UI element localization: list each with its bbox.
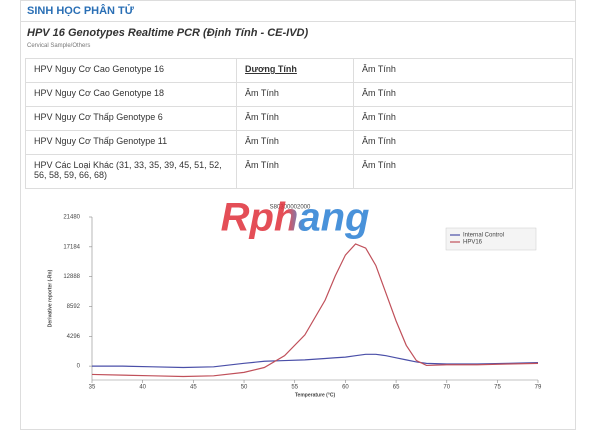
- series-line: [91, 243, 539, 378]
- table-cell: Âm Tính: [236, 106, 354, 131]
- x-tick-label: 79: [535, 385, 542, 391]
- table-cell: Dương Tính: [236, 58, 354, 83]
- table-row: HPV Nguy Cơ Cao Genotype 16 Dương Tính Âm …: [25, 58, 573, 83]
- table-cell: Âm Tính: [353, 58, 573, 83]
- x-tick-label: 75: [494, 385, 501, 391]
- x-tick-label: 35: [89, 385, 96, 391]
- table-cell: HPV Các Loại Khác (31, 33, 35, 39, 45, 5…: [25, 154, 237, 189]
- legend-box: [445, 227, 537, 251]
- chart-title: S80300002000: [270, 205, 311, 211]
- x-axis-label: Temperature (°C): [295, 392, 336, 398]
- report: SINH HỌC PHÂN TỬ HPV 16 Genotypes Realti…: [20, 0, 576, 430]
- table-cell: Âm Tính: [236, 154, 354, 189]
- series-line: [92, 353, 539, 369]
- x-tick-label: 40: [139, 385, 146, 391]
- table-cell: Âm Tính: [236, 82, 354, 107]
- table-cell: HPV Nguy Cơ Thấp Genotype 11: [25, 130, 237, 155]
- watermark: Rphang: [221, 196, 370, 240]
- test-title: HPV 16 Genotypes Realtime PCR (Định Tính…: [27, 27, 309, 39]
- table-cell: Âm Tính: [353, 154, 573, 189]
- legend-label: HPV16: [463, 240, 483, 246]
- table-cell: Âm Tính: [353, 130, 573, 155]
- x-tick-label: 50: [241, 385, 248, 391]
- sample-type: Cervical Sample/Others: [27, 43, 91, 49]
- y-tick-label: 12888: [63, 274, 80, 280]
- table-row: HPV Nguy Cơ Thấp Genotype 6 Âm Tính Âm Tín…: [25, 106, 573, 131]
- y-tick-label: 17184: [63, 244, 80, 250]
- y-tick-label: 8592: [67, 304, 81, 310]
- table-row: HPV Nguy Cơ Cao Genotype 18 Âm Tính Âm Tín…: [25, 82, 573, 107]
- y-tick-label: 4296: [67, 334, 81, 340]
- x-tick-label: 60: [342, 385, 349, 391]
- table-row: HPV Nguy Cơ Thấp Genotype 11 Âm Tính Âm Tí…: [25, 130, 573, 155]
- table-row: HPV Các Loại Khác (31, 33, 35, 39, 45, 5…: [25, 154, 573, 189]
- table-cell: Âm Tính: [353, 106, 573, 131]
- table-cell: Âm Tính: [353, 82, 573, 107]
- table-cell: HPV Nguy Cơ Cao Genotype 18: [25, 82, 237, 107]
- table-cell: HPV Nguy Cơ Cao Genotype 16: [25, 58, 237, 83]
- x-tick-label: 65: [393, 385, 400, 391]
- x-tick-label: 45: [190, 385, 197, 391]
- y-axis-label: Derivative reporter (-Rn): [47, 269, 53, 327]
- x-tick-label: 55: [291, 385, 298, 391]
- y-tick-label: 21480: [63, 215, 80, 221]
- results-table: HPV Nguy Cơ Cao Genotype 16 Dương Tính Âm …: [25, 58, 573, 189]
- section-title: SINH HỌC PHÂN TỬ: [27, 5, 134, 17]
- divider: [21, 21, 575, 22]
- legend-label: Internal Control: [463, 233, 504, 239]
- y-tick-label: 0: [77, 364, 81, 370]
- x-tick-label: 70: [443, 385, 450, 391]
- table-cell: Âm Tính: [236, 130, 354, 155]
- table-cell: HPV Nguy Cơ Thấp Genotype 6: [25, 106, 237, 131]
